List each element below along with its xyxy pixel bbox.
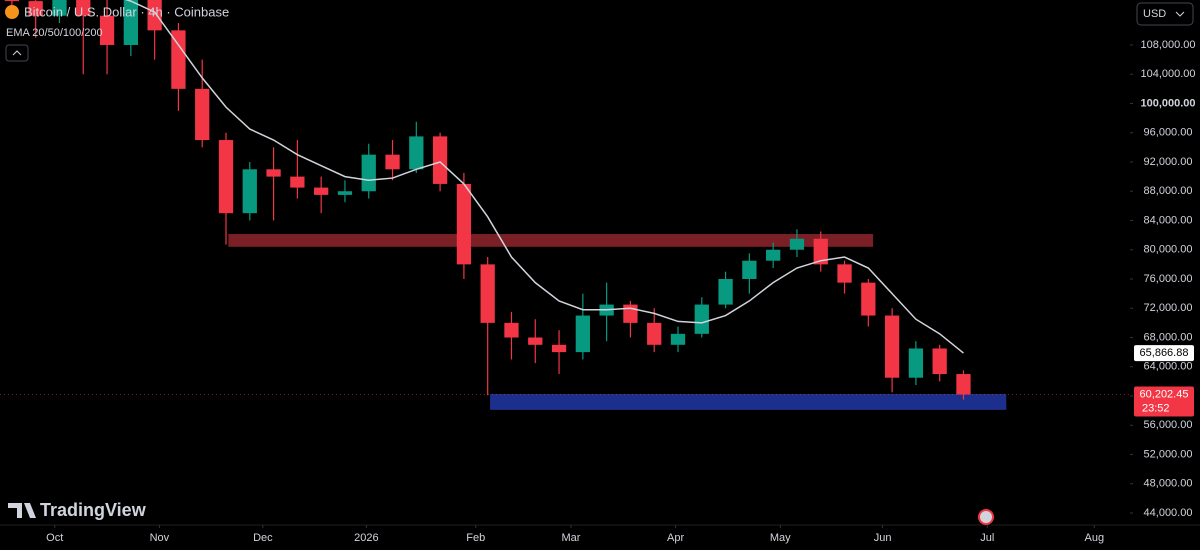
ema-price-label: 65,866.88 bbox=[1140, 347, 1189, 359]
y-tick-label: 72,000.00 bbox=[1144, 302, 1193, 314]
candle-body bbox=[242, 169, 257, 214]
x-tick-label: Feb bbox=[466, 532, 485, 544]
candle-body bbox=[218, 140, 234, 214]
candle-body bbox=[385, 154, 400, 170]
candle-body bbox=[147, 0, 162, 31]
x-tick-label: May bbox=[770, 532, 791, 544]
plot-area bbox=[0, 0, 1130, 410]
candle-body bbox=[171, 30, 186, 89]
x-tick-label: Mar bbox=[561, 532, 580, 544]
candle-body bbox=[575, 315, 590, 353]
candle-body bbox=[861, 282, 876, 316]
y-tick-label: 80,000.00 bbox=[1144, 244, 1193, 256]
bitcoin-icon bbox=[5, 5, 19, 19]
price-zone bbox=[490, 394, 1007, 410]
y-tick-label: 100,000.00 bbox=[1140, 97, 1195, 109]
candle-body bbox=[884, 315, 900, 378]
candle-body bbox=[76, 0, 91, 16]
candle-body bbox=[956, 374, 971, 395]
price-zone bbox=[228, 234, 874, 247]
y-tick-label: 108,000.00 bbox=[1140, 39, 1195, 51]
y-tick-label: 88,000.00 bbox=[1144, 185, 1193, 197]
candle-body bbox=[789, 238, 805, 250]
brand-name: TradingView bbox=[40, 500, 147, 520]
candle-body bbox=[4, 0, 20, 2]
candle-body bbox=[432, 136, 448, 184]
candle-body bbox=[623, 304, 638, 323]
last-price-tag bbox=[1134, 386, 1194, 417]
candle-body bbox=[528, 337, 543, 345]
candle-body bbox=[766, 249, 781, 261]
candle-body bbox=[480, 264, 495, 323]
candle-body bbox=[813, 238, 828, 265]
x-tick-label: Apr bbox=[667, 532, 684, 544]
x-tick-label: Jul bbox=[980, 532, 994, 544]
y-tick-label: 64,000.00 bbox=[1144, 361, 1193, 373]
y-tick-label: 68,000.00 bbox=[1144, 331, 1193, 343]
candle-body bbox=[456, 183, 472, 265]
x-tick-label: Jun bbox=[874, 532, 892, 544]
y-tick-label: 92,000.00 bbox=[1144, 156, 1193, 168]
x-tick-label: Dec bbox=[253, 532, 273, 544]
candle-body bbox=[195, 88, 210, 141]
candle-body bbox=[837, 264, 852, 283]
candle-body bbox=[670, 333, 686, 345]
candle-body bbox=[99, 15, 115, 45]
currency-caret bbox=[1175, 11, 1185, 17]
candle-body bbox=[361, 154, 376, 192]
candle-body bbox=[290, 176, 305, 188]
currency-label: USD bbox=[1143, 8, 1166, 20]
y-tick-label: 48,000.00 bbox=[1144, 478, 1193, 490]
indicator-label: EMA 20/50/100/200 bbox=[6, 27, 103, 39]
candle-body bbox=[266, 169, 281, 177]
y-tick-label: 104,000.00 bbox=[1140, 68, 1195, 80]
countdown-label: 23:52 bbox=[1142, 402, 1170, 414]
currency-button[interactable] bbox=[1136, 2, 1194, 26]
x-tick-label: 2026 bbox=[354, 532, 378, 544]
brand-logo bbox=[8, 503, 36, 518]
event-flag[interactable] bbox=[978, 509, 994, 525]
candle-body bbox=[908, 348, 924, 378]
ema-line bbox=[124, 0, 964, 354]
last-price-label: 60,202.45 bbox=[1140, 388, 1189, 400]
candle-body bbox=[742, 260, 757, 279]
chart-title: Bitcoin / U.S. Dollar · 4h · Coinbase bbox=[24, 4, 229, 19]
x-tick-label: Nov bbox=[150, 532, 170, 544]
candle-body bbox=[409, 136, 424, 170]
ema-price-tag bbox=[1134, 345, 1194, 362]
candle-body bbox=[123, 0, 138, 45]
x-tick-label: Aug bbox=[1085, 532, 1105, 544]
candle-body bbox=[647, 322, 662, 345]
y-tick-label: 52,000.00 bbox=[1144, 448, 1193, 460]
candle-body bbox=[28, 1, 43, 16]
y-tick-label: 56,000.00 bbox=[1144, 419, 1193, 431]
candle-body bbox=[337, 191, 353, 195]
candle-body bbox=[504, 322, 519, 338]
y-tick-label: 96,000.00 bbox=[1144, 127, 1193, 139]
candle-body bbox=[551, 344, 567, 353]
collapse-button[interactable] bbox=[5, 44, 29, 62]
candle-body bbox=[718, 278, 733, 305]
candle-body bbox=[932, 348, 947, 375]
x-tick-label: Oct bbox=[46, 532, 63, 544]
collapse-icon bbox=[12, 50, 22, 56]
y-tick-label: 76,000.00 bbox=[1144, 273, 1193, 285]
y-tick-label: 84,000.00 bbox=[1144, 214, 1193, 226]
candle-body bbox=[52, 0, 67, 16]
candle-body bbox=[694, 304, 709, 334]
y-tick-label: 44,000.00 bbox=[1144, 507, 1193, 519]
candle-body bbox=[314, 187, 329, 195]
